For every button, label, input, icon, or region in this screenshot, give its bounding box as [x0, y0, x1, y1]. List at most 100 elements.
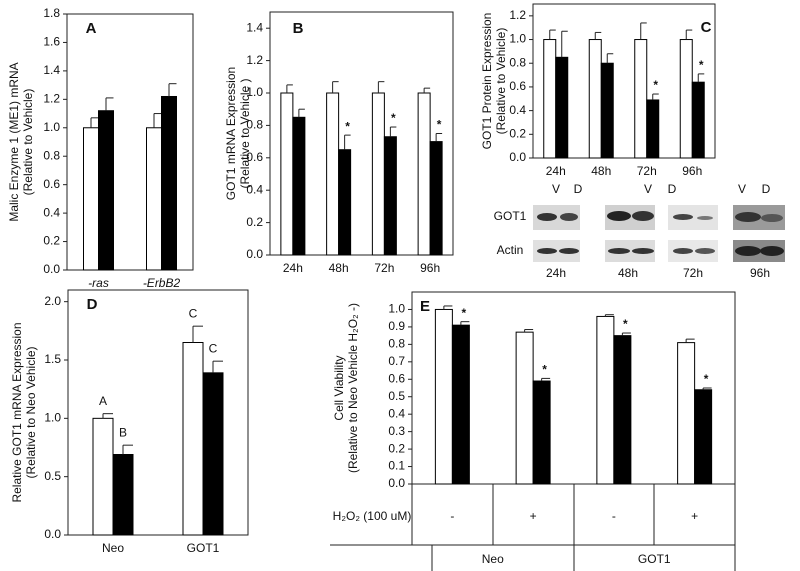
y-axis-title: (Relative to Neo Vehicle): [24, 346, 38, 478]
y-tick-label: 0.6: [246, 150, 263, 164]
y-tick-label: 1.0: [246, 85, 263, 99]
bar: [146, 127, 162, 271]
plot-frame: [66, 13, 194, 271]
significance-label: *: [391, 111, 396, 125]
significance-label: *: [699, 58, 704, 72]
x-tick-label: 48h: [591, 164, 611, 178]
y-axis-title: Cell Viability: [332, 355, 346, 420]
blot-row-label: Actin: [497, 243, 524, 257]
y-tick-label: 0.0: [44, 527, 61, 541]
significance-label: B: [119, 425, 127, 439]
y-tick-label: 0.0: [388, 476, 405, 490]
panel-label: C: [701, 19, 712, 36]
blot-band: [560, 213, 578, 221]
y-tick-label: 0.4: [246, 182, 263, 196]
significance-label: *: [623, 317, 628, 331]
panel-label: E: [420, 298, 430, 315]
y-axis-title: Relative GOT1 mRNA Expression: [10, 322, 24, 502]
blot-band: [537, 248, 557, 254]
y-tick-label: 1.8: [43, 6, 60, 20]
panel-label: B: [293, 20, 304, 37]
x-tick-label: 72h: [637, 164, 657, 178]
row-label: H₂O₂ (100 uM): [333, 509, 412, 523]
significance-label: *: [653, 78, 658, 92]
bar: [83, 127, 99, 271]
y-axis-title: (Relative to Vehicle): [21, 89, 35, 196]
y-tick-label: 1.0: [509, 32, 526, 46]
bar: [371, 92, 385, 256]
bar: [691, 81, 705, 159]
bar: [532, 380, 551, 485]
bar: [92, 417, 114, 536]
y-tick-label: 0.4: [388, 406, 405, 420]
blot-band: [735, 246, 761, 256]
plot-frame: [532, 3, 716, 159]
blot-band: [559, 248, 579, 254]
blot-band: [673, 248, 693, 254]
y-tick-label: 1.6: [43, 35, 60, 49]
blot-band: [697, 216, 713, 220]
x-tick-label: 96h: [420, 261, 440, 275]
y-tick-label: 0.0: [509, 150, 526, 164]
bar: [677, 342, 696, 485]
y-tick-label: 1.0: [43, 120, 60, 134]
western-blot: [533, 205, 785, 262]
bar: [202, 372, 224, 536]
blot-band: [537, 213, 557, 221]
bar: [515, 331, 534, 485]
significance-label: *: [542, 363, 547, 377]
y-tick-label: 0.8: [509, 55, 526, 69]
bar: [161, 95, 177, 271]
lane-label: V: [738, 182, 746, 196]
blot-time-label: 24h: [546, 266, 566, 280]
y-axis-title: GOT1 mRNA Expression: [224, 67, 238, 200]
x-tick-label: 72h: [374, 261, 394, 275]
x-tick-label: GOT1: [187, 541, 220, 555]
y-tick-label: 0.6: [43, 177, 60, 191]
y-tick-label: 0.7: [388, 354, 405, 368]
blot-band: [760, 246, 784, 256]
blot-band: [632, 211, 654, 221]
lane-label: D: [574, 182, 583, 196]
bar: [429, 141, 443, 256]
panel-label: D: [87, 296, 98, 313]
bar: [679, 39, 693, 159]
blot-band: [607, 211, 631, 221]
y-tick-label: 0.2: [246, 215, 263, 229]
y-axis-title: (Relative to Neo Vehicle H₂O₂ -): [346, 303, 360, 473]
blot-band: [673, 214, 693, 220]
y-tick-label: 0.8: [246, 118, 263, 132]
y-tick-label: 0.2: [43, 234, 60, 248]
y-axis-title: Malic Enzyme 1 (ME1) mRNA: [7, 62, 21, 221]
significance-label: *: [437, 118, 442, 132]
significance-label: *: [462, 306, 467, 320]
y-tick-label: 0.5: [388, 389, 405, 403]
y-tick-label: 1.2: [43, 92, 60, 106]
group-label: GOT1: [638, 552, 671, 566]
bar: [292, 116, 306, 256]
blot-time-label: 96h: [750, 266, 770, 280]
y-tick-label: 0.0: [246, 247, 263, 261]
lane-label: V: [644, 182, 652, 196]
x-tick-label: +: [691, 509, 698, 523]
blot-band: [695, 248, 715, 254]
bar: [434, 308, 453, 485]
blot-band: [608, 248, 630, 254]
panel-label: A: [86, 20, 97, 37]
y-tick-label: 0.8: [43, 148, 60, 162]
blot-time-label: 72h: [683, 266, 703, 280]
blot-band: [735, 212, 761, 222]
y-tick-label: 0.4: [509, 103, 526, 117]
bar: [280, 92, 294, 256]
x-tick-label: 24h: [546, 164, 566, 178]
bar: [112, 454, 134, 536]
blot-time-label: 48h: [618, 266, 638, 280]
x-tick-label: 24h: [283, 261, 303, 275]
y-tick-label: 1.2: [509, 8, 526, 22]
blot-row-label: GOT1: [494, 209, 527, 223]
y-axis-title: (Relative to Vehicle): [494, 28, 508, 135]
y-tick-label: 0.1: [388, 459, 405, 473]
significance-label: A: [99, 394, 107, 408]
y-tick-label: 0.2: [509, 126, 526, 140]
